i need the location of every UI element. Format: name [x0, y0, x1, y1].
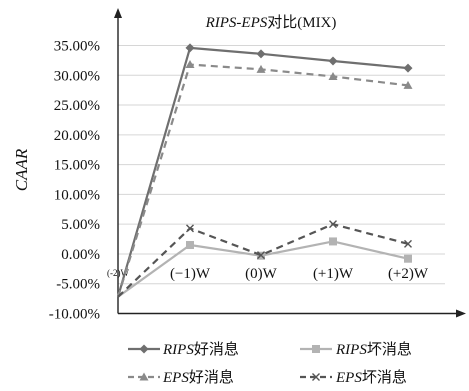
data-point-square [186, 241, 194, 250]
y-tick-label: 15.00% [54, 158, 100, 174]
legend-label-rest: 坏消息 [367, 341, 412, 358]
data-point-diamond [328, 56, 338, 66]
legend-label: EPS好消息 [162, 369, 234, 386]
axes [114, 8, 466, 318]
y-axis-arrow [114, 8, 122, 18]
data-point-triangle [185, 60, 195, 69]
x-category-label: (+2)W [388, 266, 429, 282]
x-category-labels: (-2)W (−1)W (0)W (+1)W (+2)W [107, 266, 429, 282]
data-point-x [312, 373, 320, 381]
x-category-label: (-2)W [107, 268, 129, 278]
legend-label-rest: 好消息 [194, 341, 239, 358]
data-point-x [186, 224, 194, 233]
x-category-label: (−1)W [170, 266, 211, 282]
data-point-diamond [403, 63, 413, 73]
data-point-triangle [403, 80, 413, 89]
y-tick-label: 35.00% [54, 39, 100, 55]
legend-label-italic: EPS [162, 370, 189, 386]
legend-label-rest: 坏消息 [362, 369, 407, 386]
legend-item: EPS坏消息 [300, 369, 407, 386]
chart-title-italic: RIPS-EPS [205, 15, 268, 31]
legend-label-italic: RIPS [162, 342, 194, 358]
series-0 [116, 43, 413, 298]
chart-title: RIPS-EPS对比(MIX) [205, 14, 337, 31]
legend-label: RIPS好消息 [162, 341, 239, 358]
series-2 [116, 60, 413, 298]
series-line [117, 223, 409, 298]
y-tick-label: 10.00% [54, 187, 100, 203]
y-tick-label: 30.00% [54, 68, 100, 84]
data-point-triangle [139, 372, 149, 381]
y-axis-label: CAAR [12, 148, 31, 191]
data-point-diamond [139, 344, 149, 354]
y-tick-label: 25.00% [54, 98, 100, 114]
legend-label: RIPS坏消息 [335, 341, 412, 358]
legend-label-italic: RIPS [335, 342, 367, 358]
data-point-x [404, 239, 412, 248]
y-tick-label: 20.00% [54, 128, 100, 144]
grid-lines [118, 45, 445, 285]
legend-label: EPS坏消息 [335, 369, 407, 386]
legend-item: RIPS坏消息 [300, 341, 412, 358]
legend-item: EPS好消息 [128, 369, 234, 386]
x-category-label: (0)W [245, 266, 277, 282]
data-point-x [329, 220, 337, 229]
y-tick-label: -10.00% [49, 307, 100, 323]
y-tick-labels: -10.00% -5.00% 0.00% 5.00% 10.00% 15.00% 20.00… [49, 39, 100, 323]
x-category-label: (+1)W [313, 266, 354, 282]
data-point-diamond [256, 49, 266, 59]
data-point-triangle [256, 64, 266, 73]
x-axis-arrow [456, 309, 466, 318]
data-point-triangle [328, 71, 338, 80]
series-lines [116, 43, 413, 298]
data-point-square [329, 237, 337, 246]
legend-item: RIPS好消息 [128, 341, 239, 358]
data-point-diamond [185, 43, 195, 53]
y-tick-label: 5.00% [61, 217, 100, 233]
chart-title-rest: 对比(MIX) [267, 14, 336, 31]
data-point-square [312, 345, 320, 353]
series-line [116, 63, 409, 298]
legend-label-italic: EPS [335, 370, 362, 386]
series-3 [117, 220, 412, 298]
legend-label-rest: 好消息 [189, 369, 234, 386]
data-point-square [404, 254, 412, 263]
y-tick-label: -5.00% [56, 277, 100, 293]
y-tick-label: 0.00% [61, 247, 100, 263]
data-point-x [257, 251, 265, 260]
